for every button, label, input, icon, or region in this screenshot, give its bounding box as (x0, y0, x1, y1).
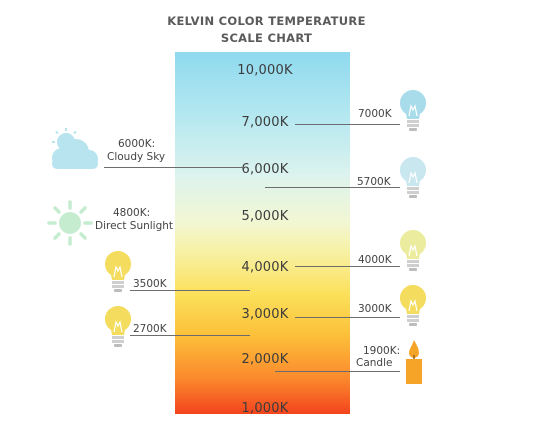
label-1900k: 1900K: (363, 345, 401, 357)
cloud-sun-icon (52, 128, 98, 169)
scale-tick-3000k: 3,000K (241, 307, 289, 322)
label-6000k: 6000K: (118, 138, 156, 150)
scale-tick-2000k: 2,000K (241, 352, 289, 367)
label-7000k: 7000K (358, 108, 392, 120)
scale-tick-1000k: 1,000K (241, 401, 289, 416)
connector-line-4000k (295, 266, 400, 267)
label-3000k: 3000K (358, 303, 392, 315)
scale-tick-10000k: 10,000K (237, 63, 293, 78)
label-candle: Candle (356, 357, 393, 369)
scale-tick-7000k: 7,000K (241, 115, 289, 130)
scale-tick-4000k: 4,000K (241, 260, 289, 275)
label-4800k: 4800K: (113, 207, 151, 219)
scale-tick-5000k: 5,000K (241, 209, 289, 224)
connector-line-1900k (275, 371, 400, 372)
candle-icon (406, 340, 422, 384)
scale-tick-6000k: 6,000K (241, 162, 289, 177)
connector-line-3500k (130, 290, 250, 291)
light-bulb-icon (104, 305, 132, 347)
chart-title-line2: SCALE CHART (220, 31, 313, 45)
connector-line-2700k (130, 335, 250, 336)
sun-icon (47, 200, 93, 246)
light-bulb-icon (104, 250, 132, 292)
connector-line-5700k (265, 187, 400, 188)
light-bulb-icon (399, 89, 427, 131)
label-3500k: 3500K (133, 278, 167, 290)
label-direct-sunlight: Direct Sunlight (95, 220, 174, 232)
connector-line-3000k (295, 317, 400, 318)
label-5700k: 5700K (357, 176, 391, 188)
connector-line-7000k (295, 124, 400, 125)
label-cloudy-sky: Cloudy Sky (107, 151, 166, 163)
light-bulb-icon (399, 156, 427, 198)
chart-title-line1: KELVIN COLOR TEMPERATURE (167, 14, 366, 28)
light-bulb-icon (399, 284, 427, 326)
label-2700k: 2700K (133, 323, 167, 335)
light-bulb-icon (399, 229, 427, 271)
temperature-gradient-bar (175, 52, 350, 414)
label-4000k: 4000K (358, 254, 392, 266)
connector-line-6000k (104, 167, 244, 168)
